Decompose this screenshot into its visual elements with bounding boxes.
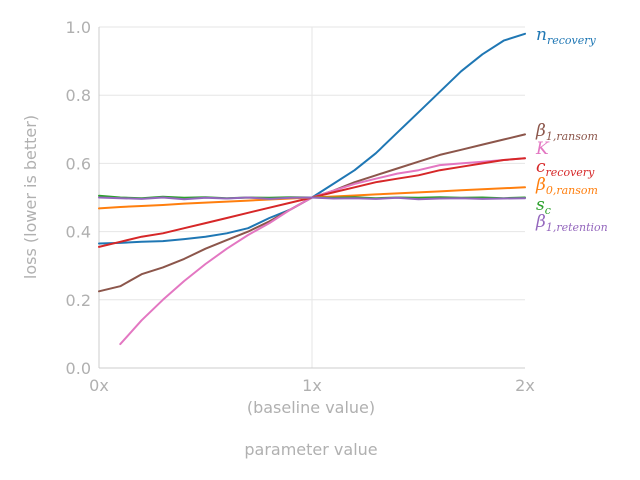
x-axis-label: parameter value bbox=[244, 440, 377, 459]
legend-entry-0: nrecovery bbox=[536, 25, 596, 47]
y-tick-label: 0.2 bbox=[66, 291, 91, 310]
legend-entry-4: β0,ransom bbox=[535, 175, 598, 197]
x-axis-sub-label: (baseline value) bbox=[247, 398, 375, 417]
series-line-2 bbox=[119, 157, 526, 346]
x-tick-label: 1x bbox=[302, 376, 322, 395]
series-line-6 bbox=[98, 196, 526, 201]
legend-entry-6: β1,retention bbox=[535, 212, 608, 234]
series-lines bbox=[98, 32, 526, 346]
x-tick-label: 2x bbox=[515, 376, 535, 395]
y-axis-label: loss (lower is better) bbox=[21, 115, 40, 279]
y-tick-label: 1.0 bbox=[66, 18, 91, 37]
legend-entry-1: β1,ransom bbox=[535, 121, 598, 143]
x-tick-label: 0x bbox=[89, 376, 109, 395]
legend-entry-2: K bbox=[535, 139, 550, 159]
y-tick-label: 0.0 bbox=[66, 359, 91, 378]
legend-entry-5: sc bbox=[536, 195, 551, 217]
axes: 0.0 0.2 0.4 0.6 0.8 1.0 0x 1x 2x bbox=[66, 18, 535, 395]
legend-entry-3: crecovery bbox=[536, 157, 595, 179]
y-tick-label: 0.4 bbox=[66, 223, 91, 242]
axis-labels: loss (lower is better) (baseline value) … bbox=[21, 115, 378, 459]
y-tick-label: 0.6 bbox=[66, 154, 91, 173]
y-tick-label: 0.8 bbox=[66, 86, 91, 105]
legend: nrecovery β1,ransomKcrecoveryβ0,ransomscβ… bbox=[535, 25, 608, 234]
